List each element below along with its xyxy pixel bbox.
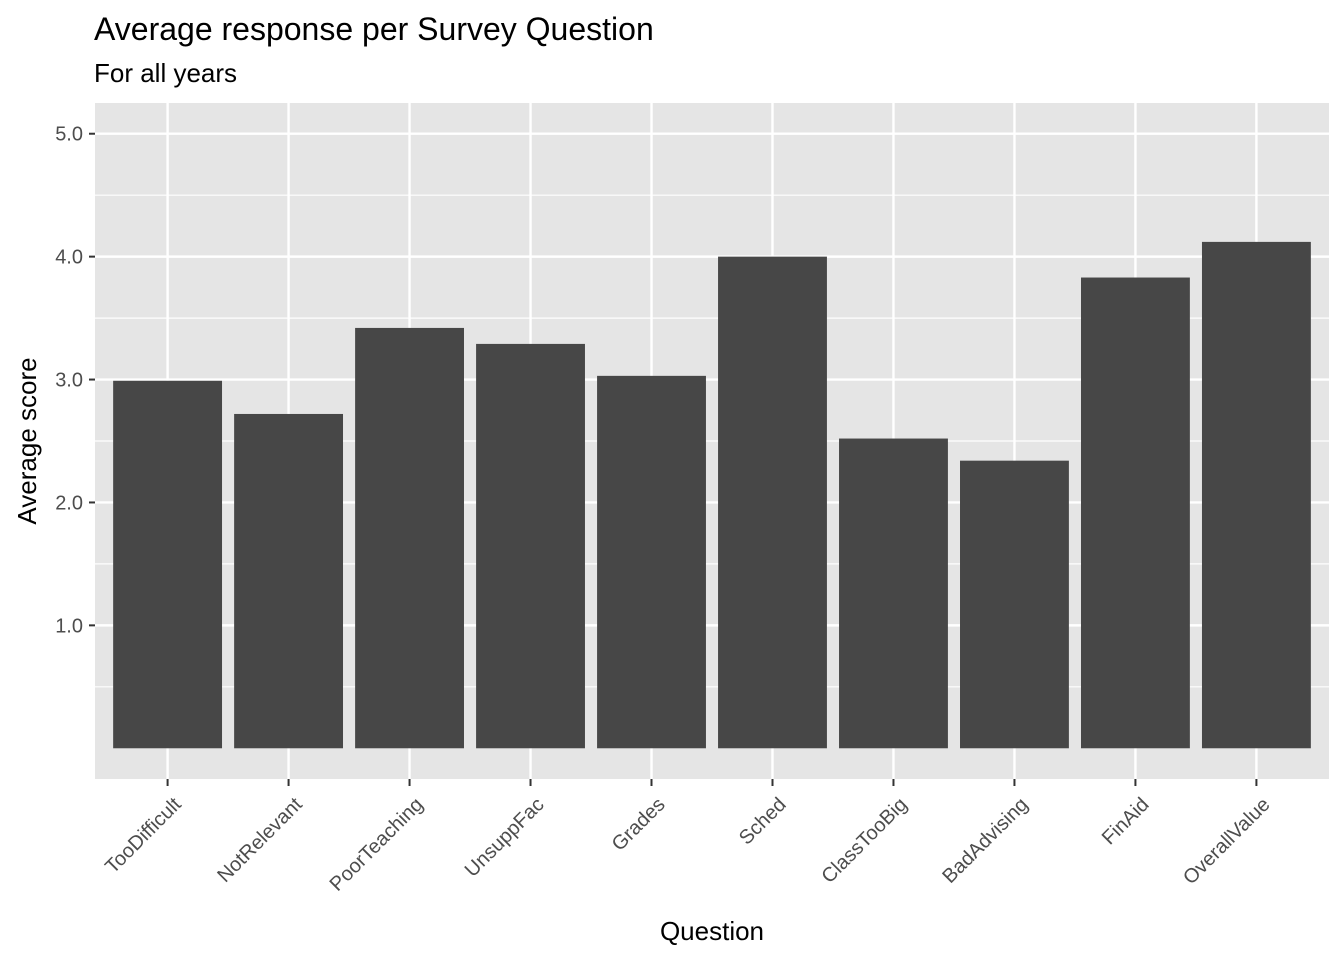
y-tick-label: 1.0 <box>55 615 83 637</box>
y-tick-label: 5.0 <box>55 124 83 146</box>
bar-NotRelevant <box>234 413 344 749</box>
bar-FinAid <box>1080 277 1190 749</box>
y-tick-label: 4.0 <box>55 247 83 269</box>
y-axis-ticks: 1.0 2.0 3.0 4.0 5.0 <box>55 124 95 637</box>
x-tick-label: BadAdvising <box>938 794 1032 888</box>
chart-subtitle: For all years <box>94 58 237 88</box>
y-axis-title: Average score <box>12 357 42 524</box>
x-tick-label: ClassTooBig <box>817 794 911 888</box>
bars <box>113 241 1311 749</box>
bar-OverallValue <box>1201 241 1311 749</box>
x-tick-label: UnsuppFac <box>461 794 549 882</box>
x-axis-title: Question <box>660 916 764 946</box>
bar-Grades <box>597 375 706 749</box>
bar-Sched <box>718 256 827 749</box>
x-tick-label: FinAid <box>1098 794 1154 850</box>
x-tick-label: NotRelevant <box>213 793 307 887</box>
bar-UnsuppFac <box>476 343 585 749</box>
x-axis-ticks: TooDifficult NotRelevant PoorTeaching Unsup… <box>101 779 1275 896</box>
y-tick-label: 2.0 <box>55 492 83 514</box>
y-tick-label: 3.0 <box>55 370 83 392</box>
bar-PoorTeaching <box>355 327 464 749</box>
x-tick-label: Sched <box>735 794 791 850</box>
bar-TooDifficult <box>113 380 223 749</box>
x-tick-label: PoorTeaching <box>326 794 428 896</box>
x-tick-label: Grades <box>608 794 670 856</box>
x-tick-label: OverallValue <box>1179 794 1274 889</box>
bar-BadAdvising <box>960 460 1069 749</box>
chart-title: Average response per Survey Question <box>94 11 654 47</box>
x-tick-label: TooDifficult <box>101 793 186 878</box>
bar-ClassTooBig <box>839 438 948 749</box>
